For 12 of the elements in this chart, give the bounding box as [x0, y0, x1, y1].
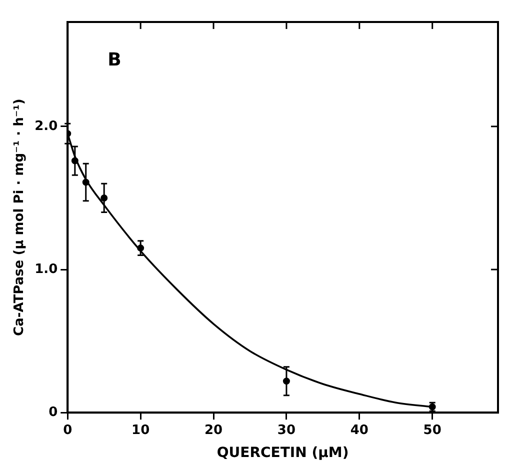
y-tick-label: 0 [48, 404, 58, 420]
y-tick-label: 2.0 [34, 118, 58, 134]
x-tick-label: 50 [423, 422, 442, 438]
y-tick-label: 1.0 [34, 262, 58, 277]
x-tick-label: 0 [63, 422, 72, 438]
x-tick-label: 20 [204, 422, 223, 438]
y-axis-title: Ca-ATPase (μ mol Pi · mg⁻¹ · h⁻¹) [12, 98, 28, 336]
annotation: B [108, 50, 122, 71]
x-tick-label: 40 [350, 422, 368, 438]
x-tick-label: 10 [132, 422, 150, 438]
x-axis-title: QUERCETIN (μM) [216, 445, 349, 462]
x-tick-label: 30 [277, 422, 296, 438]
